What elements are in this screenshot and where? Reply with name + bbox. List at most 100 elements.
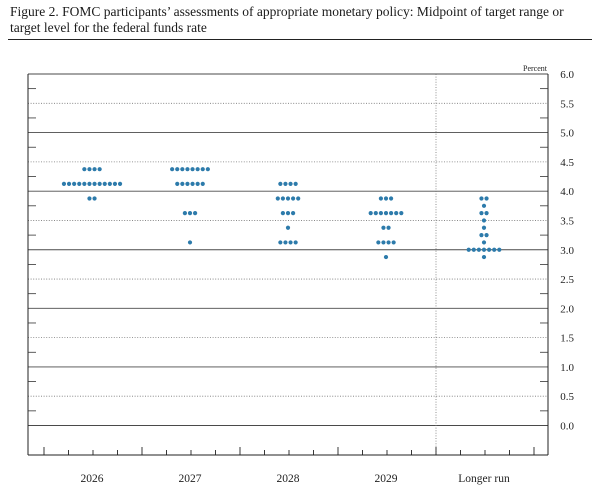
participant-dot — [391, 240, 396, 245]
y-tick-label: 2.5 — [560, 274, 574, 286]
participant-dot — [112, 181, 118, 186]
x-category-label: 2028 — [277, 473, 300, 485]
participant-dot — [481, 240, 487, 245]
participant-dot — [175, 167, 180, 172]
participant-dot — [487, 247, 492, 252]
participant-dot — [92, 181, 97, 186]
participant-dot — [296, 196, 301, 201]
participant-dot — [87, 167, 92, 172]
participant-dot — [481, 203, 487, 208]
participant-dot — [117, 181, 123, 186]
participant-dot — [187, 240, 193, 245]
participant-dot — [72, 181, 77, 186]
participant-dot — [383, 211, 389, 216]
participant-dot — [180, 167, 185, 172]
participant-dot — [61, 181, 67, 186]
participant-dot — [190, 167, 195, 172]
participant-dot — [193, 211, 198, 216]
participant-dot — [389, 211, 394, 216]
participant-dot — [399, 211, 404, 216]
participant-dot — [394, 211, 399, 216]
y-tick-label: 1.5 — [560, 333, 574, 345]
participant-dot — [102, 181, 107, 186]
plot-frame — [27, 74, 549, 456]
participant-dot — [381, 240, 386, 245]
participant-dot — [278, 181, 283, 186]
participant-dot — [484, 211, 489, 216]
participant-dot — [481, 254, 487, 260]
participant-dot — [283, 181, 288, 186]
y-tick-label: 6.0 — [560, 69, 574, 81]
chart-title: Figure 2. FOMC participants’ assessments… — [10, 4, 564, 35]
y-tick-label: 4.5 — [560, 157, 574, 169]
participant-dot — [481, 225, 487, 230]
participant-dot — [376, 240, 381, 245]
participant-dot — [185, 181, 190, 186]
participant-dot — [492, 247, 497, 252]
participant-dot — [87, 196, 92, 201]
participant-dot — [288, 240, 293, 245]
x-axis: 2026 2027 2028 2029 Longer run — [43, 447, 535, 485]
participant-dot — [484, 233, 489, 238]
participant-dot — [170, 167, 175, 172]
gridlines — [28, 73, 548, 426]
participant-dot — [92, 196, 97, 201]
participant-dot — [285, 196, 291, 201]
participant-dot — [368, 211, 373, 216]
participant-dot — [484, 196, 489, 201]
participant-dot — [205, 167, 210, 172]
participant-dot — [275, 196, 280, 201]
participant-dot — [285, 211, 291, 216]
participant-dot — [97, 181, 102, 186]
participant-dot — [479, 211, 484, 216]
participant-dot — [200, 181, 205, 186]
participant-dot — [381, 225, 386, 230]
participant-dot — [187, 211, 193, 216]
y-tick-label: 2.0 — [560, 303, 574, 315]
y-tick-label: 0.5 — [560, 391, 574, 403]
participant-dot — [466, 247, 471, 252]
y-tick-label: 3.5 — [560, 215, 574, 227]
participant-dot — [288, 181, 293, 186]
participant-dot — [386, 225, 391, 230]
participant-dot — [195, 181, 200, 186]
participant-dot — [373, 211, 378, 216]
participant-dot — [195, 167, 200, 172]
y-axis-ticks: 6.0 5.5 5.0 4.5 4.0 3.5 3.0 2.5 2.0 1.5 1.0 0.5 0.0 — [28, 69, 575, 433]
participant-dot — [481, 218, 487, 223]
participant-dot — [291, 211, 296, 216]
participant-dot — [389, 196, 394, 201]
participant-dot — [82, 167, 87, 172]
x-category-label: 2027 — [179, 473, 202, 485]
y-tick-label: 5.0 — [560, 128, 574, 140]
participant-dot — [383, 196, 389, 201]
participant-dot — [97, 167, 102, 172]
x-category-label: 2029 — [375, 473, 398, 485]
participant-dot — [378, 211, 383, 216]
participant-dot — [283, 240, 288, 245]
x-category-label: 2026 — [81, 473, 104, 485]
participant-dot — [497, 247, 502, 252]
dots — [61, 167, 502, 260]
participant-dot — [190, 181, 195, 186]
participant-dot — [479, 233, 484, 238]
participant-dot — [92, 167, 97, 172]
participant-dot — [280, 196, 285, 201]
participant-dot — [293, 240, 298, 245]
participant-dot — [82, 181, 87, 186]
participant-dot — [107, 181, 112, 186]
y-tick-label: 1.0 — [560, 362, 574, 374]
participant-dot — [386, 240, 391, 245]
participant-dot — [278, 240, 283, 245]
participant-dot — [285, 225, 291, 230]
participant-dot — [479, 196, 484, 201]
participant-dot — [185, 167, 190, 172]
unit-label: Percent — [523, 64, 548, 73]
participant-dot — [200, 167, 205, 172]
participant-dot — [476, 247, 481, 252]
x-category-label: Longer run — [458, 473, 510, 485]
participant-dot — [77, 181, 82, 186]
y-tick-label: 0.0 — [560, 421, 574, 433]
y-tick-label: 4.0 — [560, 186, 574, 198]
